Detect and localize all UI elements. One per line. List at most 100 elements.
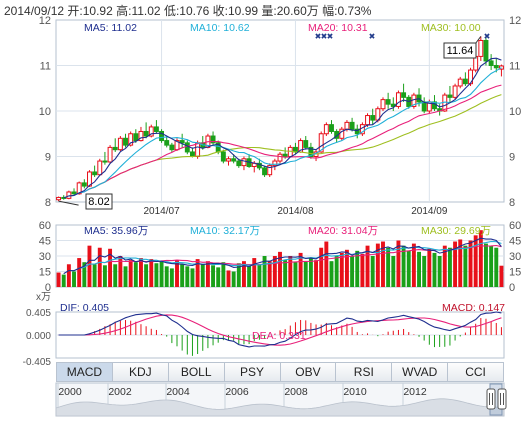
volume-bar bbox=[56, 272, 61, 287]
price-y-tick-right: 8 bbox=[509, 197, 515, 209]
candle-body bbox=[107, 146, 113, 163]
candle bbox=[102, 151, 108, 165]
volume-bar bbox=[257, 264, 262, 287]
timeline-year-label: 2002 bbox=[108, 386, 132, 398]
volume-bar bbox=[355, 250, 360, 287]
candle bbox=[71, 188, 77, 196]
candle bbox=[153, 120, 159, 134]
tab-kdj[interactable]: KDJ bbox=[112, 362, 169, 382]
candle bbox=[318, 131, 324, 153]
candle bbox=[112, 138, 118, 152]
candle bbox=[498, 64, 504, 77]
timeline-right-handle[interactable] bbox=[497, 388, 507, 410]
low-marker-leader bbox=[58, 200, 79, 206]
candle bbox=[133, 129, 139, 143]
volume-bar bbox=[478, 230, 483, 287]
volume-bar bbox=[149, 259, 154, 287]
candle bbox=[220, 149, 226, 164]
volume-bar bbox=[144, 264, 149, 287]
volume-bar bbox=[329, 261, 334, 287]
candle-body bbox=[395, 92, 401, 107]
candle-body bbox=[112, 146, 118, 151]
timeline-year-label: 2010 bbox=[343, 386, 367, 398]
volume-bar bbox=[442, 245, 447, 287]
high-marker-label: 11.64 bbox=[447, 45, 474, 57]
volume-y-tick-right: 45 bbox=[509, 236, 521, 248]
volume-bar bbox=[211, 265, 216, 287]
candle-body bbox=[380, 99, 386, 110]
tab-psy[interactable]: PSY bbox=[224, 362, 281, 382]
low-marker-box bbox=[85, 193, 113, 210]
dea-label: DEA: 0.331 bbox=[252, 330, 306, 342]
candle-body bbox=[123, 137, 128, 146]
candle bbox=[138, 126, 144, 142]
volume-y-tick-right: 0 bbox=[509, 282, 515, 294]
tab-cci[interactable]: CCI bbox=[448, 362, 504, 382]
candle-body bbox=[262, 167, 268, 176]
candle bbox=[226, 156, 231, 166]
timeline-year-label: 2000 bbox=[58, 386, 82, 398]
quote-change: 幅:0.73% bbox=[322, 4, 372, 18]
volume-bar bbox=[344, 249, 349, 287]
candle bbox=[339, 126, 345, 141]
candle bbox=[56, 196, 62, 202]
candle bbox=[164, 136, 170, 148]
candle-body bbox=[164, 140, 170, 146]
event-marker-icon: ✖ bbox=[327, 32, 334, 41]
tab-boll[interactable]: BOLL bbox=[168, 362, 225, 382]
candle-body bbox=[308, 146, 314, 157]
ma30-line bbox=[89, 94, 502, 190]
volume-bar bbox=[288, 256, 293, 287]
price-y-tick-left: 12 bbox=[39, 15, 51, 27]
volume-bar bbox=[386, 247, 391, 287]
high-marker-box bbox=[443, 42, 477, 59]
volume-bar bbox=[133, 262, 138, 287]
volume-bar bbox=[262, 256, 267, 287]
volume-bar bbox=[87, 245, 92, 287]
volume-bar bbox=[314, 260, 319, 287]
candle-body bbox=[282, 153, 288, 158]
volume-bar bbox=[458, 239, 463, 287]
tab-macd[interactable]: MACD bbox=[56, 362, 113, 382]
volume-bar bbox=[200, 264, 205, 287]
candle-body bbox=[190, 151, 195, 157]
candle bbox=[184, 140, 190, 155]
timeline-left-handle[interactable] bbox=[486, 388, 496, 410]
candle bbox=[303, 136, 309, 150]
tab-obv[interactable]: OBV bbox=[280, 362, 337, 382]
timeline-year-label: 2004 bbox=[166, 386, 190, 398]
candle-body bbox=[385, 99, 391, 105]
volume-y-tick-left: 45 bbox=[39, 236, 51, 248]
tab-wvad[interactable]: WVAD bbox=[392, 362, 449, 382]
candle-body bbox=[71, 191, 77, 195]
event-marker-icon: ✖ bbox=[321, 32, 328, 41]
macd-y-tick: -0.405 bbox=[23, 357, 52, 368]
candle-body bbox=[143, 130, 149, 137]
candle-body bbox=[277, 153, 283, 162]
volume-bar bbox=[77, 258, 82, 287]
candle-body bbox=[153, 126, 159, 132]
volume-bar bbox=[411, 243, 416, 287]
price-y-tick-right: 11 bbox=[509, 61, 520, 73]
volume-bar bbox=[324, 241, 329, 287]
volume-bar bbox=[252, 258, 257, 287]
price-ma-label: MA5: 11.02 bbox=[84, 22, 137, 34]
volume-bar bbox=[298, 252, 303, 287]
volume-bar bbox=[205, 261, 210, 287]
candle-body bbox=[210, 135, 216, 144]
volume-unit-label: x万 bbox=[36, 292, 51, 303]
volume-bar bbox=[190, 268, 195, 287]
volume-bar bbox=[108, 248, 113, 287]
volume-bar bbox=[417, 251, 421, 287]
candle bbox=[267, 163, 273, 177]
volume-bar bbox=[375, 243, 380, 287]
price-x-tick: 2014/09 bbox=[411, 206, 448, 217]
event-marker-icon: ✖ bbox=[369, 32, 376, 41]
tab-rsi[interactable]: RSI bbox=[336, 362, 393, 382]
candle bbox=[117, 136, 123, 152]
price-ma-label: MA20: 10.31 bbox=[308, 22, 368, 34]
price-y-tick-left: 11 bbox=[40, 61, 51, 73]
volume-bar bbox=[236, 263, 241, 287]
volume-bar bbox=[463, 245, 468, 287]
